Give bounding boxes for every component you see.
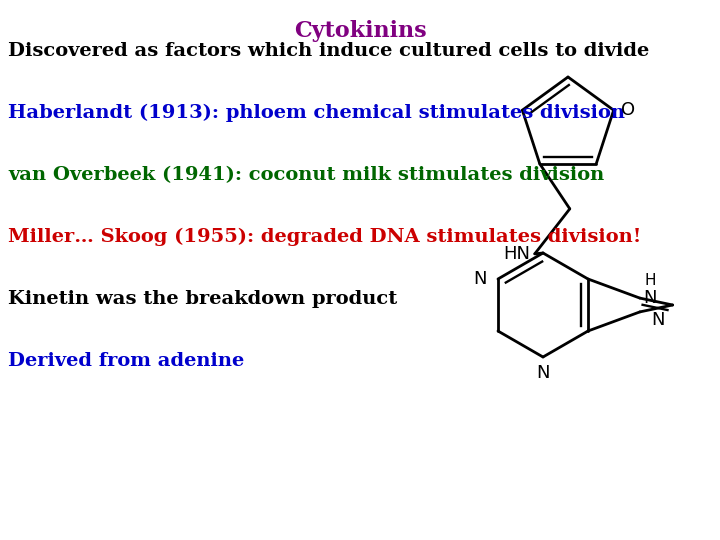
Text: Kinetin was the breakdown product: Kinetin was the breakdown product	[8, 290, 397, 308]
Text: Haberlandt (1913): phloem chemical stimulates division: Haberlandt (1913): phloem chemical stimu…	[8, 104, 625, 122]
Text: O: O	[621, 101, 635, 119]
Text: Derived from adenine: Derived from adenine	[8, 352, 244, 370]
Text: N: N	[643, 289, 657, 307]
Text: N: N	[651, 311, 665, 329]
Text: Cytokinins: Cytokinins	[294, 20, 426, 42]
Text: N: N	[473, 270, 487, 288]
Text: Discovered as factors which induce cultured cells to divide: Discovered as factors which induce cultu…	[8, 42, 649, 60]
Text: van Overbeek (1941): coconut milk stimulates division: van Overbeek (1941): coconut milk stimul…	[8, 166, 604, 184]
Text: H: H	[644, 273, 656, 288]
Text: N: N	[536, 364, 550, 382]
Text: HN: HN	[503, 245, 531, 263]
Text: Miller… Skoog (1955): degraded DNA stimulates division!: Miller… Skoog (1955): degraded DNA stimu…	[8, 228, 642, 246]
